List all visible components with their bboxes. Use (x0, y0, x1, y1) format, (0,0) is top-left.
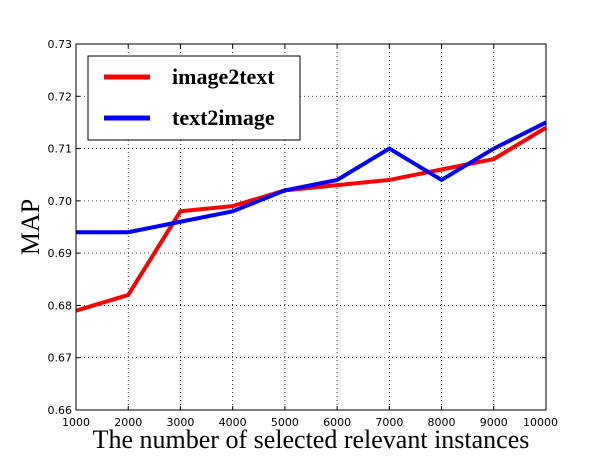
ticks (75, 43, 547, 411)
y-tick-label: 0.69 (48, 247, 73, 260)
x-tick-label: 7000 (375, 416, 403, 429)
x-tick-label: 5000 (271, 416, 299, 429)
y-tick-label: 0.67 (48, 352, 73, 365)
data-series (75, 120, 548, 313)
y-tick-label: 0.68 (48, 299, 73, 312)
series-line-text2image (76, 120, 547, 235)
legend-label-text2image: text2image (172, 105, 275, 130)
x-tick-label: 1000 (62, 416, 90, 429)
x-tick-label: 9000 (480, 416, 508, 429)
legend-label-image2text: image2text (172, 64, 275, 89)
plot-frame (75, 43, 547, 411)
x-tick-label: 3000 (166, 416, 194, 429)
x-tick-label: 10000 (523, 416, 558, 429)
y-tick-label: 0.73 (48, 38, 73, 51)
x-tick-labels: 1000 2000 3000 4000 5000 6000 7000 8000 9000 1000… (62, 416, 558, 429)
x-tick-label: 6000 (323, 416, 351, 429)
y-tick-label: 0.72 (48, 90, 73, 103)
y-tick-label: 0.66 (48, 404, 73, 417)
y-axis-title: MAP (16, 199, 45, 255)
x-tick-label: 8000 (428, 416, 456, 429)
x-tick-label: 4000 (219, 416, 247, 429)
y-tick-labels: 0.66 0.67 0.68 0.69 0.70 0.71 0.72 0.73 (48, 38, 73, 417)
y-tick-label: 0.70 (48, 195, 73, 208)
legend-box (87, 55, 301, 141)
y-tick-label: 0.71 (48, 143, 73, 156)
x-axis-title: The number of selected relevant instance… (93, 425, 530, 454)
legend: image2text text2image (87, 55, 301, 141)
x-tick-label: 2000 (114, 416, 142, 429)
